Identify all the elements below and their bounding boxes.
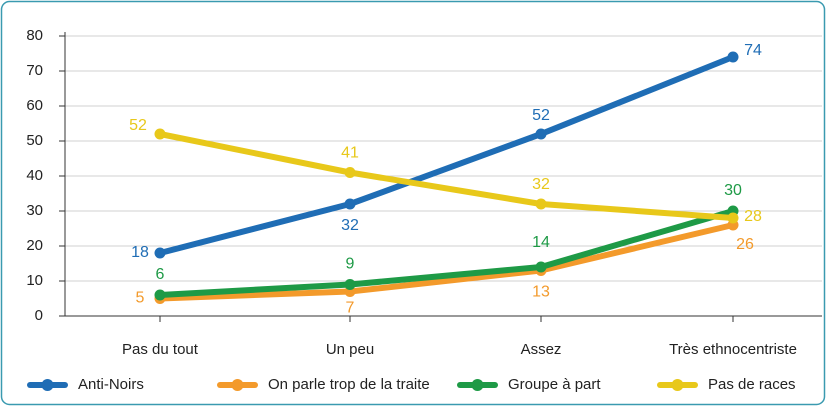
data-label: 9 [346,256,355,273]
data-label: 26 [736,236,754,253]
series-line [157,131,736,221]
data-label: 13 [532,284,550,301]
data-label: 41 [341,145,359,162]
data-label: 14 [532,234,550,251]
data-label: 52 [129,117,147,134]
data-point [344,198,356,210]
data-point [344,167,356,178]
data-label: 52 [532,107,550,124]
legend-label: Groupe à part [508,376,601,393]
series-line [157,208,736,298]
data-point [727,51,739,63]
data-label: 6 [156,266,165,283]
y-tick-label: 40 [26,167,43,184]
data-point [727,212,739,224]
y-tick-label: 0 [35,307,43,324]
data-point [154,128,166,140]
x-tick-label: Pas du tout [122,341,199,358]
data-point [535,128,547,140]
data-label: 30 [724,182,742,199]
data-label: 32 [341,217,359,234]
legend-dot [231,379,244,391]
data-label: 18 [131,244,149,261]
legend-dot [671,379,684,391]
y-tick-label: 20 [26,237,43,254]
data-point [154,247,166,259]
x-tick-label: Un peu [326,341,374,358]
legend-dot [471,379,484,391]
series-line [157,222,736,302]
legend-dot [41,379,54,391]
data-point [154,289,166,301]
legend-label: On parle trop de la traite [268,376,430,393]
data-point [535,198,547,210]
legend-label: Anti-Noirs [78,376,144,393]
data-label: 7 [346,300,355,317]
y-tick-label: 60 [26,97,43,114]
data-label: 28 [744,208,762,225]
data-label: 32 [532,176,550,193]
x-tick-label: Assez [521,341,562,358]
y-tick-label: 30 [26,202,43,219]
legend-label: Pas de races [708,376,796,393]
data-point [344,279,356,290]
y-tick-label: 50 [26,132,43,149]
y-tick-label: 10 [26,272,43,289]
y-tick-label: 80 [26,27,43,44]
data-label: 5 [136,290,145,307]
y-tick-label: 70 [26,62,43,79]
data-point [535,261,547,273]
series-line [157,54,736,256]
x-tick-label: Très ethnocentriste [669,341,797,358]
data-label: 74 [744,42,762,59]
